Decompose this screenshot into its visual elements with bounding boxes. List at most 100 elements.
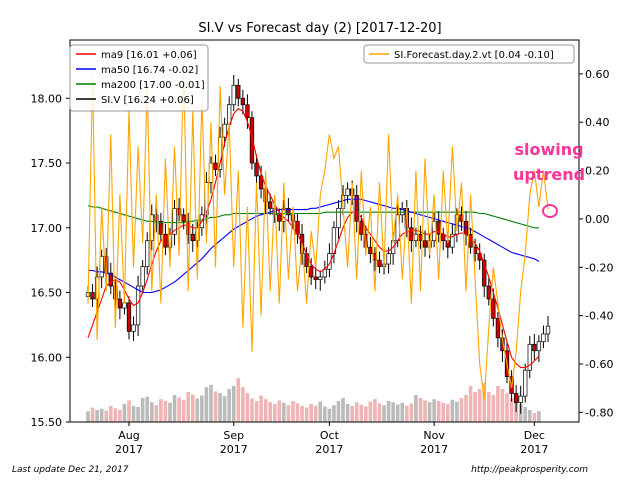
volume-bar — [149, 402, 154, 422]
volume-bar — [500, 389, 505, 422]
volume-bar — [304, 407, 309, 422]
candle-body — [450, 233, 455, 248]
candle-body — [277, 214, 282, 222]
volume-bar — [95, 410, 99, 422]
volume-bar — [236, 378, 241, 422]
volume-bar — [368, 401, 373, 422]
volume-bar — [386, 401, 391, 422]
left-y-axis: 15.50 16.00 16.50 17.00 17.50 18.00 — [31, 92, 70, 429]
volume-bar — [414, 395, 418, 422]
forecast-line — [87, 61, 549, 401]
legend-left-label: ma200 [17.00 -0.01] — [101, 80, 205, 91]
legend-right-label: SI.Forecast.day.2.vt [0.04 -0.10] — [394, 50, 554, 61]
right-tick-label: 0.60 — [585, 68, 610, 81]
candle-body — [368, 246, 373, 255]
right-tick-label: 0.00 — [585, 213, 610, 226]
volume-bar — [177, 397, 181, 422]
volume-bar — [241, 387, 245, 422]
x-tick-year: 2017 — [220, 443, 248, 456]
candle-body — [126, 302, 132, 332]
volume-bar — [482, 383, 487, 422]
volume-bar — [491, 395, 496, 422]
volume-bar — [318, 401, 323, 422]
volume-bar — [186, 392, 190, 422]
volume-bar — [295, 403, 300, 422]
legend-left-label: SI.V [16.24 +0.06] — [101, 95, 194, 106]
volume-bar — [204, 387, 209, 422]
chart-title: SI.V vs Forecast day (2) [2017-12-20] — [198, 21, 441, 36]
candle-body — [286, 207, 291, 216]
volume-bar — [455, 401, 459, 422]
candle-body — [486, 285, 491, 300]
volume-bar — [354, 402, 359, 422]
candle-body — [190, 233, 195, 242]
legend-right-box — [363, 44, 575, 64]
volume-bar — [477, 389, 482, 422]
volume-bar — [127, 400, 131, 422]
volume-bar — [418, 398, 423, 422]
right-tick-label: -0.40 — [585, 310, 613, 323]
candle-body — [318, 276, 323, 280]
volume-bar — [400, 402, 405, 422]
candle-body — [359, 220, 364, 235]
candle-body — [227, 104, 232, 125]
candle-body — [268, 201, 273, 209]
x-tick-year: 2017 — [520, 443, 548, 456]
volume-bar — [409, 403, 414, 422]
volume-bar — [464, 395, 468, 422]
volume-bar — [250, 398, 254, 422]
candle-body — [163, 233, 168, 248]
footer-left: Last update Dec 21, 2017 — [12, 465, 129, 475]
volume-bar — [332, 405, 336, 422]
volume-bar — [213, 391, 218, 422]
candle-body — [422, 240, 428, 248]
volume-bar — [231, 386, 236, 422]
candle-body — [249, 117, 255, 164]
x-tick-month: Dec — [524, 429, 545, 442]
candle-body — [354, 195, 359, 222]
volume-bar — [131, 405, 136, 422]
candle-body — [541, 333, 546, 343]
candle-body — [523, 369, 528, 397]
volume-bar — [291, 401, 295, 422]
candle-body — [468, 233, 473, 248]
volume-bar — [168, 402, 172, 422]
volume-bar — [277, 400, 282, 422]
left-tick-label: 17.50 — [31, 157, 63, 170]
candle-body — [309, 266, 314, 278]
volume-bar — [459, 398, 464, 422]
legend-right: SI.Forecast.day.2.vt [0.04 -0.10] — [363, 44, 575, 64]
right-tick-label: -0.80 — [585, 406, 613, 419]
candle-body — [254, 162, 259, 177]
volume-bar — [313, 405, 318, 422]
volume-bar — [163, 401, 168, 422]
candle-body — [172, 207, 177, 235]
candle-body — [536, 341, 542, 352]
volume-bar — [336, 401, 341, 422]
volume-bar — [359, 404, 364, 422]
volume-bar — [496, 386, 500, 422]
candle-body — [108, 272, 113, 287]
volume-bar — [90, 407, 95, 422]
x-tick-month: Nov — [423, 429, 445, 442]
candle-body — [400, 207, 405, 216]
volume-bar — [268, 402, 272, 422]
volume-bar — [537, 411, 541, 422]
volume-bar — [300, 405, 304, 422]
volume-bar — [382, 405, 386, 422]
volume-bar — [145, 396, 150, 422]
candle-body — [117, 298, 123, 309]
x-tick-month: Oct — [320, 429, 340, 442]
candle-body — [158, 220, 164, 235]
right-tick-label: -0.20 — [585, 261, 613, 274]
volume-bar — [395, 404, 400, 422]
volume-bar — [441, 402, 446, 422]
candle-body — [140, 266, 145, 287]
legend-left-label: ma9 [16.01 +0.06] — [101, 50, 197, 61]
candle-body — [518, 395, 523, 403]
volume-bar — [436, 401, 441, 422]
legend-left: ma9 [16.01 +0.06] ma50 [16.74 -0.02] ma200… — [69, 44, 209, 112]
candle-body — [513, 393, 519, 403]
